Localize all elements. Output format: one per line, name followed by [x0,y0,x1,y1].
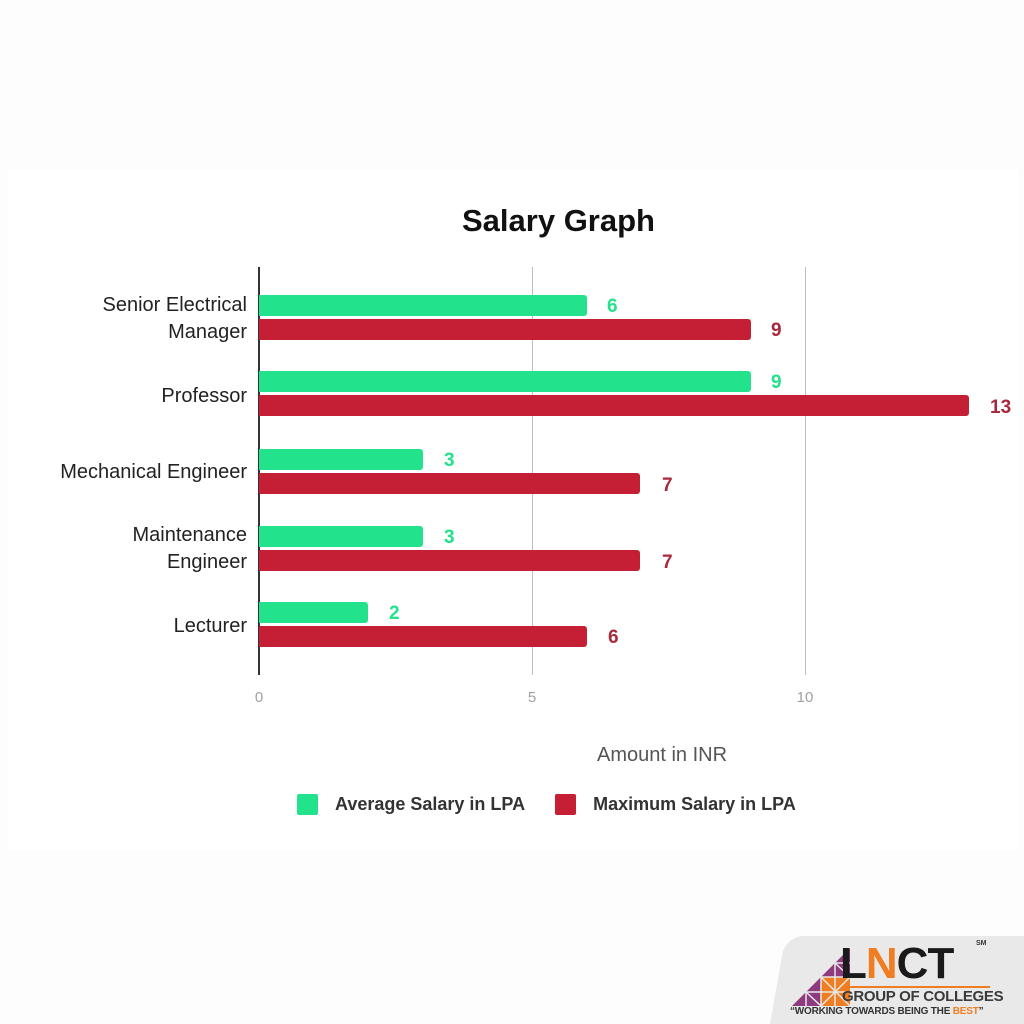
value-label-max: 6 [608,627,619,648]
legend-item-maximum[interactable]: Maximum Salary in LPA [555,794,796,815]
chart-title: Salary Graph [462,203,655,238]
tagline-best: BEST [952,1006,979,1017]
logo-service-mark: SM [976,940,987,947]
logo-wordmark: LNCT [840,939,955,988]
bar-avg-mechanical-engineer[interactable] [259,449,423,470]
category-label-professor: Professor [161,383,247,410]
category-label-mechanical-engineer: Mechanical Engineer [60,459,247,486]
tagline-text: “WORKING TOWARDS BEING THE [790,1006,953,1017]
value-label-avg: 3 [444,527,455,548]
value-label-max: 13 [990,397,1012,418]
logo-tagline: “WORKING TOWARDS BEING THE BEST” [790,1006,984,1017]
chart-panel [8,170,1018,850]
category-label-line: Lecturer [173,615,247,637]
lnct-logo: LNCT SM GROUP OF COLLEGES “WORKING TOWAR… [780,936,1024,1024]
x-axis-label: Amount in INR [597,744,728,766]
x-tick-5: 5 [527,689,537,706]
category-label-line: Mechanical Engineer [60,461,247,483]
value-label-max: 9 [771,320,782,341]
bar-max-lecturer[interactable] [259,626,587,647]
category-label-lecturer: Lecturer [174,613,247,640]
category-label-maintenance-engineer: Maintenance Engineer [132,522,247,576]
bar-avg-maintenance-engineer[interactable] [259,526,423,547]
gridline-10 [805,267,806,675]
logo-letter: L [840,939,867,988]
value-label-avg: 2 [389,603,400,624]
logo-group-text: GROUP OF COLLEGES [842,988,1004,1005]
x-tick-0: 0 [254,689,264,706]
category-label-line: Maintenance [132,524,247,546]
legend-swatch-red-icon [555,794,577,815]
category-label-line: Senior Electrical [102,294,247,316]
logo-letter: CT [896,939,955,988]
bar-max-maintenance-engineer[interactable] [259,550,640,571]
value-label-avg: 6 [607,296,618,317]
y-axis-line [258,267,260,675]
tagline-end: ” [978,1006,984,1017]
bar-avg-lecturer[interactable] [259,602,368,623]
value-label-max: 7 [662,475,673,496]
category-label-line: Manager [168,321,247,343]
logo-letter: N [865,939,898,988]
legend: Average Salary in LPA Maximum Salary in … [297,794,826,815]
triangle-logo-icon [792,948,850,1006]
bar-max-mechanical-engineer[interactable] [259,473,640,494]
category-label-senior-electrical-manager: Senior Electrical Manager [102,292,247,346]
x-tick-10: 10 [796,689,814,706]
legend-label: Maximum Salary in LPA [593,794,796,814]
legend-item-average[interactable]: Average Salary in LPA [297,794,525,815]
category-label-line: Professor [161,385,247,407]
category-label-line: Engineer [166,551,247,573]
bar-avg-senior-electrical-manager[interactable] [259,295,587,316]
logo-divider [842,986,990,988]
value-label-avg: 3 [444,450,455,471]
value-label-max: 7 [662,552,673,573]
value-label-avg: 9 [771,372,782,393]
bar-max-senior-electrical-manager[interactable] [259,319,751,340]
legend-label: Average Salary in LPA [335,794,526,814]
legend-swatch-green-icon [297,794,318,815]
bar-max-professor[interactable] [259,395,969,416]
gridline-5 [532,267,533,675]
bar-avg-professor[interactable] [259,371,751,392]
